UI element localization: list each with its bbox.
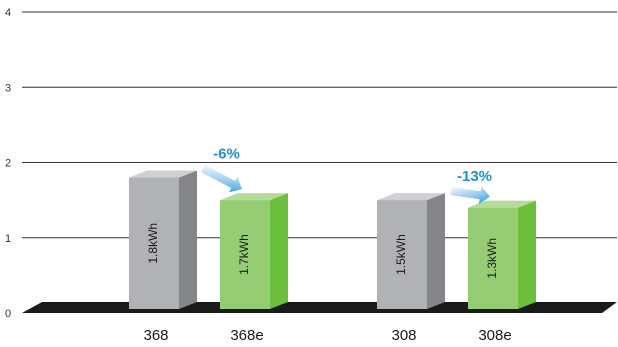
bar-0 [129,177,179,309]
bar-2 [377,200,427,309]
y-tick-label-1: 1 [5,233,11,245]
category-label-3: 308e [478,327,511,344]
bar-value-label-0: 1.8kWh [146,223,160,264]
category-label-1: 368e [230,327,263,344]
bar-top-0 [129,170,197,178]
annotation-arrow-1 [450,186,491,205]
labels: 1.8kWh 368 1.7kWh 368e 1.5kWh 308 1.3kWh 308e [143,223,511,344]
bar-value-label-1: 1.7kWh [237,234,251,275]
bar-side-0 [179,170,197,309]
annotation-label-0: -6% [213,146,240,163]
bar-3 [468,207,518,309]
bars [129,170,536,309]
bar-side-1 [270,193,288,309]
category-label-0: 368 [143,327,168,344]
bar-1 [220,200,270,309]
y-tick-label-0: 0 [5,308,11,320]
bar-top-3 [468,200,536,208]
y-tick-label-3: 3 [5,82,11,94]
bar-side-3 [518,200,536,309]
bar-value-label-3: 1.3kWh [485,238,499,279]
bar-value-label-2: 1.5kWh [394,234,408,275]
bar-side-2 [427,193,445,309]
y-tick-label-4: 4 [5,7,11,19]
y-tick-label-2: 2 [5,158,11,170]
annotations: -6% -13% [201,146,492,205]
annotation-arrow-0 [201,165,243,193]
bar-top-2 [377,193,445,201]
annotation-label-1: -13% [457,168,492,185]
category-label-2: 308 [391,327,416,344]
bar-top-1 [220,193,288,201]
